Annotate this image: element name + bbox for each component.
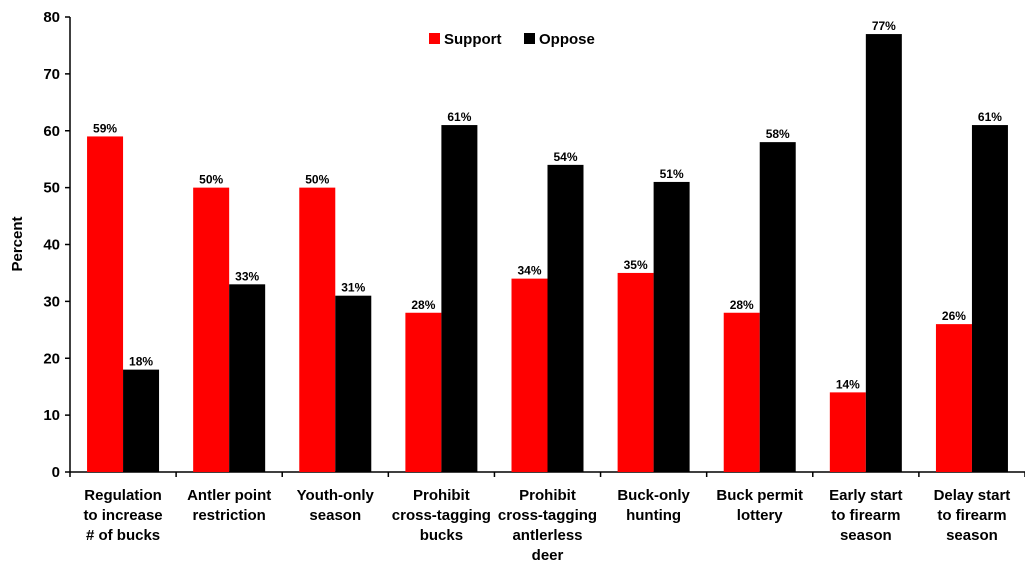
y-tick-label: 50 bbox=[43, 180, 60, 197]
data-label-oppose: 33% bbox=[235, 269, 259, 283]
bar-support bbox=[935, 324, 972, 472]
bar-oppose bbox=[229, 284, 266, 472]
bar-oppose bbox=[759, 142, 796, 472]
x-tick-label: Antler point restriction bbox=[187, 487, 271, 524]
data-label-support: 35% bbox=[624, 258, 648, 272]
data-label-oppose: 54% bbox=[553, 150, 577, 164]
x-tick-label: Early start to firearm season bbox=[829, 487, 902, 544]
legend: Support Oppose bbox=[429, 31, 595, 48]
y-tick-label: 80 bbox=[43, 9, 60, 26]
data-label-support: 26% bbox=[942, 309, 966, 323]
data-label-oppose: 77% bbox=[872, 19, 896, 33]
data-label-support: 28% bbox=[730, 298, 754, 312]
data-label-support: 50% bbox=[199, 173, 223, 187]
data-label-oppose: 51% bbox=[660, 167, 684, 181]
y-tick-label: 0 bbox=[52, 464, 60, 481]
bar-oppose bbox=[441, 125, 478, 472]
bar-oppose bbox=[971, 125, 1008, 472]
bar-support bbox=[723, 312, 760, 472]
x-tick-label: Regulation to increase # of bucks bbox=[83, 487, 162, 544]
legend-label-oppose: Oppose bbox=[539, 31, 595, 48]
data-label-support: 34% bbox=[517, 264, 541, 278]
data-label-oppose: 18% bbox=[129, 355, 153, 369]
bar-oppose bbox=[653, 181, 690, 472]
data-label-oppose: 31% bbox=[341, 281, 365, 295]
bar-support bbox=[299, 187, 336, 472]
data-label-support: 14% bbox=[836, 377, 860, 391]
legend-swatch-support bbox=[429, 33, 440, 44]
x-tick-label: Delay start to firearm season bbox=[934, 487, 1011, 544]
bar-support bbox=[617, 272, 654, 472]
data-label-oppose: 58% bbox=[766, 127, 790, 141]
data-label-oppose: 61% bbox=[978, 110, 1002, 124]
y-tick-label: 10 bbox=[43, 407, 60, 424]
x-tick-label: Prohibit cross-tagging bucks bbox=[392, 487, 491, 544]
bar-oppose bbox=[123, 369, 160, 472]
bar-support bbox=[405, 312, 442, 472]
y-tick-label: 70 bbox=[43, 66, 60, 83]
plot-area: 0 10 20 30 40 50 60 70 80 59% 18% Regulation to incr… bbox=[43, 9, 1025, 564]
y-tick-label: 40 bbox=[43, 237, 60, 254]
data-label-oppose: 61% bbox=[447, 110, 471, 124]
x-tick-label: Buck permit lottery bbox=[716, 487, 803, 524]
y-tick-label: 60 bbox=[43, 123, 60, 140]
legend-label-support: Support bbox=[444, 31, 502, 48]
data-label-support: 50% bbox=[305, 173, 329, 187]
x-tick-label: Youth-only season bbox=[297, 487, 375, 524]
bar-support bbox=[511, 278, 548, 472]
bar-oppose bbox=[865, 34, 902, 472]
x-tick-label: Buck-only hunting bbox=[617, 487, 690, 524]
y-tick-label: 30 bbox=[43, 293, 60, 310]
data-label-support: 28% bbox=[411, 298, 435, 312]
x-tick-label: Prohibit cross-tagging antlerless deer bbox=[498, 487, 597, 564]
legend-swatch-oppose bbox=[524, 33, 535, 44]
data-label-support: 59% bbox=[93, 121, 117, 135]
bar-support bbox=[87, 136, 124, 472]
bar-oppose bbox=[547, 164, 584, 472]
y-axis-title: Percent bbox=[9, 216, 26, 271]
bar-support bbox=[829, 392, 866, 472]
bar-support bbox=[193, 187, 230, 472]
y-tick-label: 20 bbox=[43, 350, 60, 367]
bar-oppose bbox=[335, 295, 372, 472]
